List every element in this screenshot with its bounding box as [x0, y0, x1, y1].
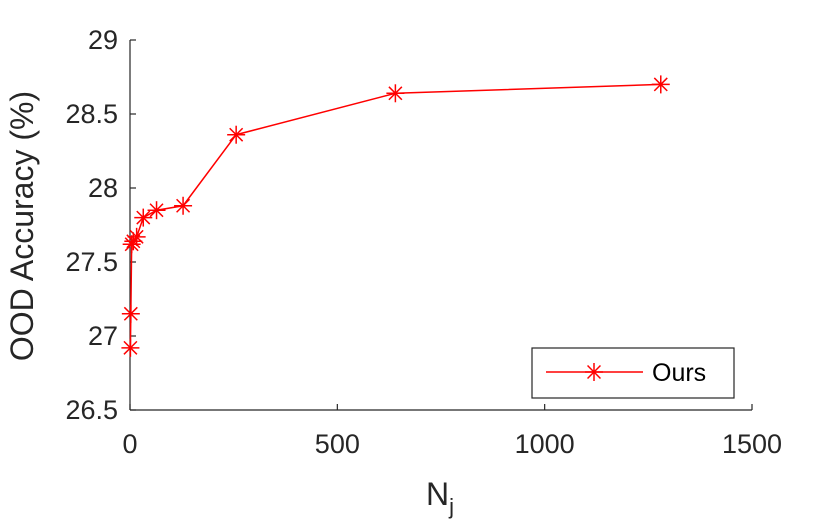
marker-stroke	[129, 229, 144, 244]
x-tick-label: 1000	[515, 429, 575, 459]
marker-stroke	[123, 340, 138, 355]
x-axis-title-main: N	[426, 476, 449, 512]
data-point	[134, 208, 153, 227]
data-point	[127, 227, 146, 246]
marker-stroke	[653, 77, 668, 92]
x-axis-title-subscript: j	[448, 494, 454, 519]
x-tick-label: 0	[122, 429, 137, 459]
y-tick-label: 26.5	[65, 395, 118, 425]
legend-marker-symbol	[585, 363, 603, 381]
marker-stroke	[149, 203, 164, 218]
data-point	[147, 201, 166, 220]
x-tick-label: 500	[315, 429, 360, 459]
legend-marker	[585, 363, 603, 381]
y-axis-title: OOD Accuracy (%)	[4, 91, 40, 361]
plot-area	[121, 75, 670, 357]
data-point	[124, 232, 143, 251]
y-tick-label: 29	[88, 25, 118, 55]
data-point	[651, 75, 670, 94]
y-tick-label: 27	[88, 321, 118, 351]
marker-stroke	[136, 210, 151, 225]
x-axis-title: Nj	[426, 476, 454, 519]
data-point	[121, 304, 140, 323]
marker-stroke	[586, 364, 602, 380]
y-tick-label: 27.5	[65, 247, 118, 277]
marker-stroke	[123, 306, 138, 321]
data-point	[386, 84, 405, 103]
y-tick-label: 28.5	[65, 99, 118, 129]
legend-label: Ours	[652, 359, 706, 387]
marker-stroke	[388, 86, 403, 101]
series-line	[129, 83, 661, 348]
y-tick-label: 28	[88, 173, 118, 203]
data-point	[174, 196, 193, 215]
legend-box	[531, 347, 735, 399]
axes: 26.5 27 27.5 28 28.5 29 0 500 1000 1500	[65, 25, 782, 459]
marker-stroke	[176, 198, 191, 213]
legend: Ours	[531, 347, 735, 399]
data-point	[227, 125, 246, 144]
data-point	[121, 338, 140, 357]
marker-stroke	[229, 127, 244, 142]
x-tick-label: 1500	[722, 429, 782, 459]
